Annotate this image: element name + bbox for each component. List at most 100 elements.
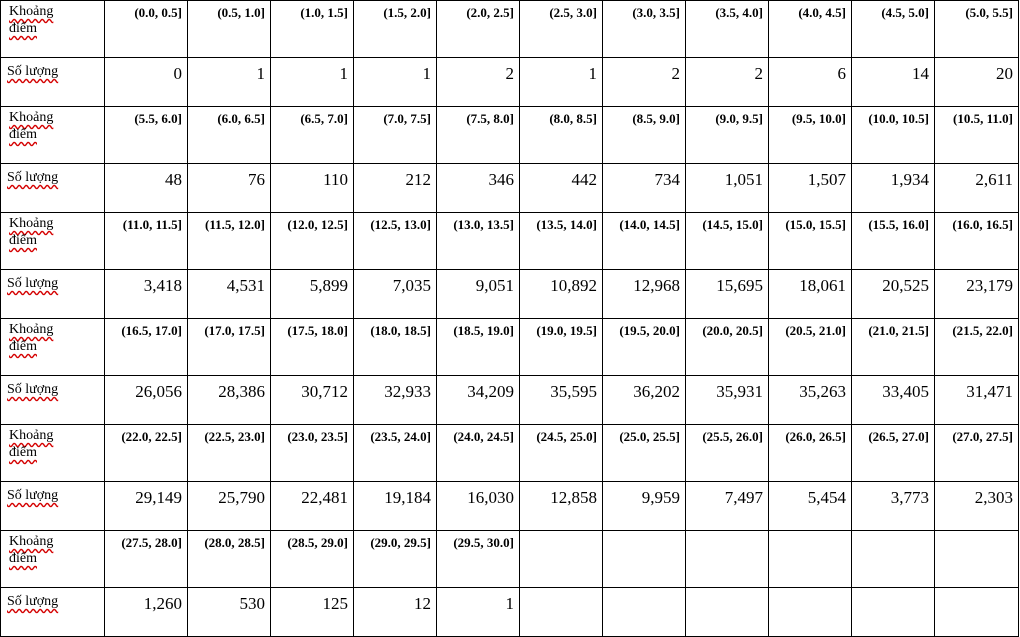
count-cell: 35,263: [768, 375, 852, 425]
count-cell: [685, 587, 769, 637]
count-cell: 212: [353, 163, 437, 213]
range-cell: (19.0, 19.5]: [519, 318, 603, 376]
range-cell: (22.0, 22.5]: [104, 424, 188, 482]
count-cell: 3,418: [104, 269, 188, 319]
range-row: Khoảng điểm (11.0, 11.5] (11.5, 12.0] (12.0,…: [0, 212, 1019, 270]
count-label: Số lượng: [7, 276, 59, 291]
count-cell: 16,030: [436, 481, 520, 531]
range-cell: (21.5, 22.0]: [934, 318, 1019, 376]
range-cell: (6.0, 6.5]: [187, 106, 271, 164]
range-cell: (18.5, 19.0]: [436, 318, 520, 376]
count-cell: 2: [685, 57, 769, 107]
range-cell: (7.0, 7.5]: [353, 106, 437, 164]
range-label-cell: Khoảng điểm: [0, 212, 105, 270]
range-cell: [685, 530, 769, 588]
count-cell: 1: [436, 587, 520, 637]
range-cell: (0.0, 0.5]: [104, 0, 188, 58]
count-cell: 125: [270, 587, 354, 637]
count-cell: 12,968: [602, 269, 686, 319]
count-cell: 1: [270, 57, 354, 107]
range-cell: (25.0, 25.5]: [602, 424, 686, 482]
count-cell: 1,260: [104, 587, 188, 637]
range-cell: (5.0, 5.5]: [934, 0, 1019, 58]
count-cell: 14: [851, 57, 935, 107]
count-label: Số lượng: [7, 594, 59, 609]
count-cell: [934, 587, 1019, 637]
range-cell: (18.0, 18.5]: [353, 318, 437, 376]
range-label-line2: điểm: [9, 21, 37, 36]
count-cell: 0: [104, 57, 188, 107]
range-label-line1: Khoảng: [9, 322, 54, 337]
count-cell: 30,712: [270, 375, 354, 425]
count-cell: 2,303: [934, 481, 1019, 531]
count-cell: 1,507: [768, 163, 852, 213]
range-cell: (11.5, 12.0]: [187, 212, 271, 270]
count-cell: 1: [187, 57, 271, 107]
count-cell: 2,611: [934, 163, 1019, 213]
count-cell: 19,184: [353, 481, 437, 531]
range-cell: (29.0, 29.5]: [353, 530, 437, 588]
count-row: Số lượng 29,149 25,790 22,481 19,184 16,030 12…: [0, 481, 1019, 531]
count-cell: 48: [104, 163, 188, 213]
count-row: Số lượng 0 1 1 1 2 1 2 2 6 14 20: [0, 57, 1019, 107]
range-cell: (14.5, 15.0]: [685, 212, 769, 270]
range-cell: (27.0, 27.5]: [934, 424, 1019, 482]
count-cell: 110: [270, 163, 354, 213]
count-cell: 2: [436, 57, 520, 107]
range-cell: (23.5, 24.0]: [353, 424, 437, 482]
count-cell: 32,933: [353, 375, 437, 425]
count-label-cell: Số lượng: [0, 481, 105, 531]
count-cell: 15,695: [685, 269, 769, 319]
range-row: Khoảng điểm (5.5, 6.0] (6.0, 6.5] (6.5, 7.0]…: [0, 106, 1019, 164]
count-cell: 31,471: [934, 375, 1019, 425]
count-cell: 4,531: [187, 269, 271, 319]
range-cell: (3.5, 4.0]: [685, 0, 769, 58]
range-cell: (1.0, 1.5]: [270, 0, 354, 58]
range-cell: (26.5, 27.0]: [851, 424, 935, 482]
range-label-line1: Khoảng: [9, 110, 54, 125]
range-cell: [934, 530, 1019, 588]
range-cell: (20.5, 21.0]: [768, 318, 852, 376]
range-cell: (7.5, 8.0]: [436, 106, 520, 164]
range-label-line2: điểm: [9, 127, 37, 142]
range-cell: (17.5, 18.0]: [270, 318, 354, 376]
range-label-line2: điểm: [9, 445, 37, 460]
count-cell: [851, 587, 935, 637]
count-cell: 26,056: [104, 375, 188, 425]
count-cell: 1: [519, 57, 603, 107]
count-row: Số lượng 26,056 28,386 30,712 32,933 34,209 35…: [0, 375, 1019, 425]
range-cell: (27.5, 28.0]: [104, 530, 188, 588]
range-cell: (9.0, 9.5]: [685, 106, 769, 164]
range-cell: [519, 530, 603, 588]
count-row: Số lượng 48 76 110 212 346 442 734 1,051 1,507 1,9…: [0, 163, 1019, 213]
count-cell: [602, 587, 686, 637]
count-label: Số lượng: [7, 64, 59, 79]
count-label-cell: Số lượng: [0, 587, 105, 637]
count-cell: 734: [602, 163, 686, 213]
count-cell: 33,405: [851, 375, 935, 425]
range-cell: (24.5, 25.0]: [519, 424, 603, 482]
range-cell: (21.0, 21.5]: [851, 318, 935, 376]
count-label: Số lượng: [7, 170, 59, 185]
range-cell: (14.0, 14.5]: [602, 212, 686, 270]
range-cell: (4.0, 4.5]: [768, 0, 852, 58]
range-cell: (10.0, 10.5]: [851, 106, 935, 164]
range-cell: (8.0, 8.5]: [519, 106, 603, 164]
count-label: Số lượng: [7, 382, 59, 397]
range-cell: (17.0, 17.5]: [187, 318, 271, 376]
count-cell: 442: [519, 163, 603, 213]
range-label-line2: điểm: [9, 233, 37, 248]
count-cell: 12,858: [519, 481, 603, 531]
range-cell: (2.0, 2.5]: [436, 0, 520, 58]
count-cell: 346: [436, 163, 520, 213]
count-label-cell: Số lượng: [0, 163, 105, 213]
count-label: Số lượng: [7, 488, 59, 503]
count-cell: 3,773: [851, 481, 935, 531]
count-cell: 9,959: [602, 481, 686, 531]
range-cell: (20.0, 20.5]: [685, 318, 769, 376]
range-cell: (2.5, 3.0]: [519, 0, 603, 58]
range-label-line1: Khoảng: [9, 216, 54, 231]
count-row: Số lượng 3,418 4,531 5,899 7,035 9,051 10,892 1…: [0, 269, 1019, 319]
